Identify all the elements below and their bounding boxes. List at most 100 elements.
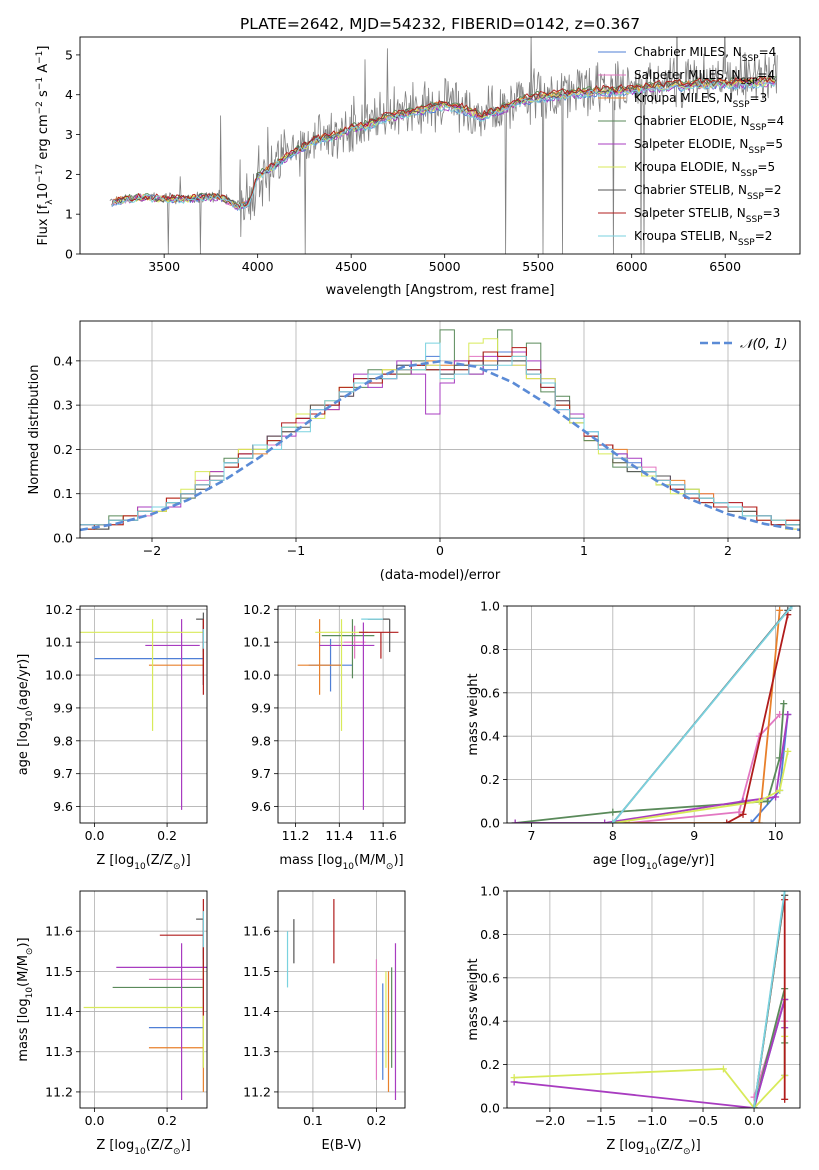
legend-label: Chabrier MILES, NSSP=4 (634, 45, 776, 64)
x-tick-label: 9 (690, 828, 698, 843)
y-tick-label: 9.9 (251, 700, 271, 715)
legend-label: Chabrier ELODIE, NSSP=4 (634, 114, 784, 133)
y-tick-label: 1.0 (480, 884, 500, 899)
y-tick-label: 10.2 (243, 602, 271, 617)
y-tick-label: 0.0 (480, 816, 500, 831)
y-tick-label: 0.2 (53, 442, 73, 457)
legend-label: Salpeter MILES, NSSP=4 (634, 68, 775, 87)
y-tick-label: 10.1 (243, 635, 271, 650)
axes-frame (79, 890, 208, 1109)
weight-vs-age-panel: 7 8 9 10 0.0 0.2 0.4 0.6 0.8 1.0 age [log10(age/yr… (466, 599, 801, 872)
axes-frame (277, 890, 406, 1109)
x-tick-label: 10 (768, 828, 784, 843)
y-tick-label: 0.6 (480, 970, 500, 985)
y-tick-label: 9.7 (251, 766, 271, 781)
plot-area (109, 37, 778, 254)
y-tick-label: 0 (65, 247, 73, 262)
axes-frame (79, 605, 208, 824)
x-tick-label: −0.5 (688, 1113, 718, 1128)
legend-label: Kroupa MILES, NSSP=3 (634, 91, 767, 110)
x-tick-label: 6000 (616, 259, 648, 274)
x-tick-label: 3500 (148, 259, 180, 274)
x-tick-label: 11.6 (369, 828, 397, 843)
plot-area (278, 606, 405, 823)
plot-area (507, 606, 800, 823)
y-tick-label: 9.9 (53, 700, 73, 715)
y-tick-label: 0.8 (480, 642, 500, 657)
x-tick-label: 5000 (429, 259, 461, 274)
plot-area (80, 321, 800, 538)
y-tick-label: 11.3 (45, 1044, 73, 1059)
x-tick-label: 11.2 (282, 828, 310, 843)
y-tick-label: 9.7 (53, 766, 73, 781)
x-axis-label: Z [log10(Z/Z⊙)] (96, 853, 190, 872)
y-tick-label: 3 (65, 127, 73, 142)
y-tick-label: 10.0 (243, 668, 271, 683)
x-axis-label: Z [log10(Z/Z⊙)] (96, 1138, 190, 1157)
weight-line (612, 751, 789, 823)
y-tick-label: 9.8 (53, 733, 73, 748)
figure-title: PLATE=2642, MJD=54232, FIBERID=0142, z=0… (240, 15, 640, 33)
normal-distribution-curve (80, 359, 800, 532)
x-tick-label: 0.1 (303, 1113, 323, 1128)
x-tick-label: 0.0 (85, 1113, 105, 1128)
weight-line (753, 891, 786, 1108)
axes-frame (506, 890, 801, 1109)
y-tick-label: 0.8 (480, 927, 500, 942)
x-axis-label: Z [log10(Z/Z⊙)] (606, 1138, 700, 1157)
model-spectrum-line (111, 76, 777, 208)
x-tick-label: 0.0 (744, 1113, 764, 1128)
mass-vs-metallicity-panel: 0.0 0.2 11.2 11.3 11.4 11.5 11.6 Z [log10(Z/Z⊙)… (16, 890, 208, 1157)
axes-frame (277, 605, 406, 824)
y-tick-label: 0.4 (480, 1014, 500, 1029)
y-tick-label: 0.4 (53, 353, 73, 368)
plot-area (80, 606, 207, 823)
x-tick-label: 7 (527, 828, 535, 843)
y-tick-label: 11.5 (45, 964, 73, 979)
residual-histogram-panel: −2 −1 0 1 2 0.0 0.1 0.2 0.3 0.4 (data-model)/error… (27, 320, 801, 583)
x-tick-label: 0.2 (157, 1113, 177, 1128)
x-tick-label: 5500 (522, 259, 554, 274)
legend-label: Salpeter STELIB, NSSP=3 (634, 206, 780, 225)
y-axis-label: mass weight (466, 958, 481, 1040)
x-tick-label: 8 (609, 828, 617, 843)
legend-label: Chabrier STELIB, NSSP=2 (634, 183, 782, 202)
y-tick-label: 11.2 (243, 1084, 271, 1099)
y-axis-label: Flux [fλ10−17 erg cm−2 s−1 A−1] (35, 46, 55, 246)
legend-label: Kroupa STELIB, NSSP=2 (634, 229, 772, 248)
observed-spectrum (109, 37, 778, 254)
x-tick-label: 0.0 (85, 828, 105, 843)
y-tick-label: 11.2 (45, 1084, 73, 1099)
x-tick-label: 11.4 (325, 828, 353, 843)
x-axis-label: (data-model)/error (380, 568, 501, 583)
weight-line (514, 998, 786, 1108)
y-tick-label: 11.6 (45, 924, 73, 939)
plot-area (80, 891, 207, 1108)
x-tick-label: 0.2 (366, 1113, 386, 1128)
x-tick-label: −1.0 (637, 1113, 667, 1128)
spectrum-panel: 3500 4000 4500 5000 5500 6000 6500 0 1 2 3 4 5 wavele… (35, 36, 801, 298)
x-axis-label: age [log10(age/yr)] (593, 853, 715, 872)
x-axis-label: mass [log10(M/M⊙)] (279, 853, 403, 872)
x-tick-label: 2 (724, 543, 732, 558)
x-tick-label: 1 (580, 543, 588, 558)
axes-frame (79, 320, 801, 539)
legend-label: Kroupa ELODIE, NSSP=5 (634, 160, 775, 179)
plot-area (507, 891, 800, 1108)
weight-line (612, 606, 793, 823)
y-tick-label: 9.8 (251, 733, 271, 748)
y-tick-label: 0.2 (480, 772, 500, 787)
weight-vs-metallicity-panel: −2.0 −1.5 −1.0 −0.5 0.0 0.0 0.2 0.4 0.6 0.8 1.0 Z [… (466, 884, 801, 1157)
legend-label: Salpeter ELODIE, NSSP=5 (634, 137, 783, 156)
y-tick-label: 10.2 (45, 602, 73, 617)
y-tick-label: 11.4 (243, 1004, 271, 1019)
y-tick-label: 10.0 (45, 668, 73, 683)
x-tick-label: −2 (143, 543, 161, 558)
plot-area (278, 891, 405, 1108)
y-tick-label: 1 (65, 207, 73, 222)
y-tick-label: 0.0 (480, 1101, 500, 1116)
legend: Chabrier MILES, NSSP=4 Salpeter MILES, NS… (598, 45, 784, 248)
y-tick-label: 9.6 (251, 799, 271, 814)
weight-line (515, 703, 785, 823)
